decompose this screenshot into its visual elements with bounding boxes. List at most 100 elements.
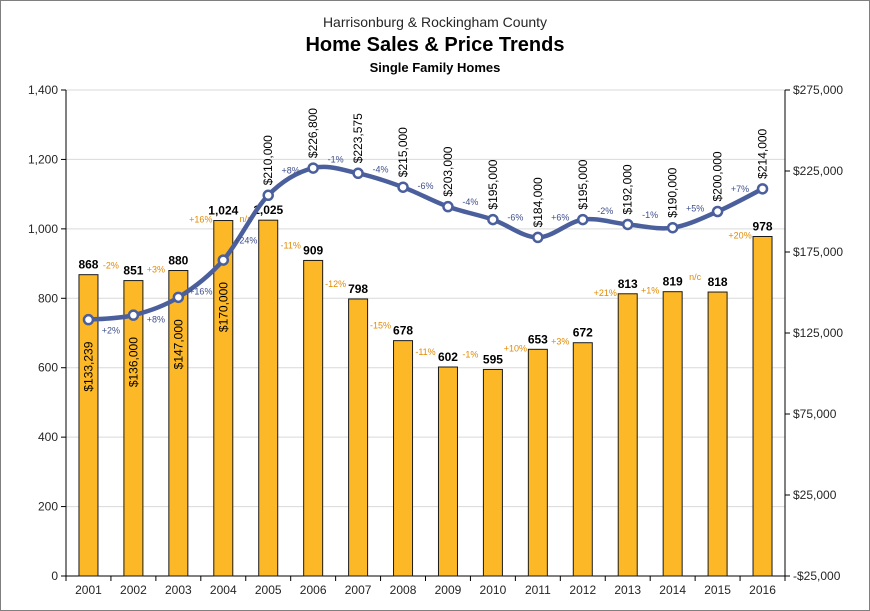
bar-value-label: 678 <box>393 324 413 338</box>
left-axis-tick-label: 600 <box>38 361 58 375</box>
x-axis-tick-label: 2012 <box>569 583 596 597</box>
price-point <box>82 313 95 326</box>
left-axis-tick-label: 0 <box>51 569 58 583</box>
x-axis-tick-label: 2015 <box>704 583 731 597</box>
price-point <box>487 213 499 226</box>
bar <box>707 291 728 577</box>
x-axis-tick-label: 2011 <box>525 583 551 597</box>
price-point <box>621 218 634 231</box>
right-axis-tick-label: $275,000 <box>793 83 843 97</box>
bar-change-label: -2% <box>103 261 119 271</box>
bar-change-label: +16% <box>189 215 212 225</box>
price-value-label: $215,000 <box>396 127 410 177</box>
bar-change-label: +1% <box>641 286 659 296</box>
left-axis-tick-label: 200 <box>38 500 58 514</box>
bar <box>213 220 234 577</box>
price-value-label: $214,000 <box>756 128 770 178</box>
price-change-label: -4% <box>373 164 389 174</box>
price-point <box>262 189 274 202</box>
price-value-label: $200,000 <box>711 151 725 201</box>
price-point <box>442 200 454 213</box>
x-axis-tick-label: 2010 <box>480 583 507 597</box>
price-value-label: $170,000 <box>216 282 230 332</box>
price-change-label: -2% <box>597 206 613 216</box>
x-axis-tick-label: 2009 <box>435 583 462 597</box>
bar <box>572 342 593 577</box>
x-axis-tick-label: 2002 <box>120 583 147 597</box>
chart-title: Home Sales & Price Trends <box>305 34 565 56</box>
price-change-label: +6% <box>551 213 569 223</box>
bar-value-label: 868 <box>78 258 98 272</box>
bar <box>617 293 638 577</box>
left-axis-tick-label: 1,000 <box>28 222 58 236</box>
bar-value-label: 880 <box>168 254 188 268</box>
price-value-label: $226,800 <box>306 108 320 158</box>
price-value-label: $195,000 <box>486 159 500 209</box>
price-point <box>397 181 409 193</box>
bar-value-label: 813 <box>618 277 638 291</box>
bar-change-label: +10% <box>504 343 527 353</box>
x-axis-tick-label: 2001 <box>75 583 102 597</box>
bar-value-label: 602 <box>438 350 458 364</box>
price-point <box>307 162 319 174</box>
price-change-label: -1% <box>642 210 658 220</box>
bar-change-label: -15% <box>370 321 391 331</box>
bar <box>437 366 458 577</box>
price-change-label: -6% <box>507 213 523 223</box>
bar-change-label: -11% <box>281 240 301 250</box>
price-line <box>88 164 764 322</box>
x-axis-tick-label: 2016 <box>749 583 776 597</box>
right-axis-tick-label: $175,000 <box>793 245 843 259</box>
price-change-label: -1% <box>328 155 344 165</box>
price-value-label: $195,000 <box>576 159 590 209</box>
x-axis-tick-label: 2003 <box>165 583 192 597</box>
price-point <box>127 309 140 321</box>
price-change-label: +8% <box>147 314 165 324</box>
bar-change-label: +3% <box>147 265 165 275</box>
price-value-label: $136,000 <box>126 337 140 387</box>
left-axis-tick-label: 400 <box>38 430 58 444</box>
price-value-label: $190,000 <box>666 167 680 217</box>
right-axis-tick-label: $75,000 <box>793 407 837 421</box>
bar-value-label: 851 <box>123 264 143 278</box>
bar-value-label: 595 <box>483 352 503 366</box>
bar-change-label: -12% <box>325 279 346 289</box>
left-axis-tick-label: 1,200 <box>28 152 58 166</box>
x-axis-tick-label: 2008 <box>390 583 417 597</box>
bar-change-label: +21% <box>594 288 617 298</box>
price-point <box>352 167 364 180</box>
price-change-label: +8% <box>282 166 300 176</box>
price-value-label: $184,000 <box>531 177 545 227</box>
price-point <box>217 254 230 266</box>
price-point <box>577 213 589 226</box>
bar <box>348 298 369 577</box>
price-change-label: -6% <box>417 181 433 191</box>
bar <box>123 280 144 577</box>
x-axis-tick-label: 2013 <box>614 583 641 597</box>
left-axis-tick-label: 800 <box>38 291 58 305</box>
x-axis-tick-label: 2004 <box>210 583 237 597</box>
x-axis-tick-label: 2006 <box>300 583 327 597</box>
bar-value-label: 909 <box>303 243 323 257</box>
price-value-label: $223,575 <box>351 113 365 163</box>
bar-value-label: 1,024 <box>208 204 238 218</box>
price-change-label: +2% <box>102 325 120 335</box>
bar <box>78 274 99 577</box>
bar <box>393 340 414 577</box>
price-change-label: +5% <box>686 204 704 214</box>
x-axis-tick-label: 2014 <box>659 583 686 597</box>
price-value-label: $210,000 <box>261 135 275 185</box>
price-point <box>756 183 769 195</box>
chart-title-line1: Harrisonburg & Rockingham County <box>322 14 548 30</box>
chart-subtitle: Single Family Homes <box>369 60 501 75</box>
right-axis-tick-label: $125,000 <box>793 326 843 340</box>
bar-change-label: +20% <box>728 230 751 240</box>
bar-value-label: 818 <box>708 275 728 289</box>
bar <box>482 368 503 577</box>
bar <box>168 270 189 577</box>
bar <box>662 291 683 577</box>
bar <box>258 219 279 577</box>
price-value-label: $147,000 <box>171 319 185 369</box>
right-axis-tick-label: $225,000 <box>793 164 843 178</box>
